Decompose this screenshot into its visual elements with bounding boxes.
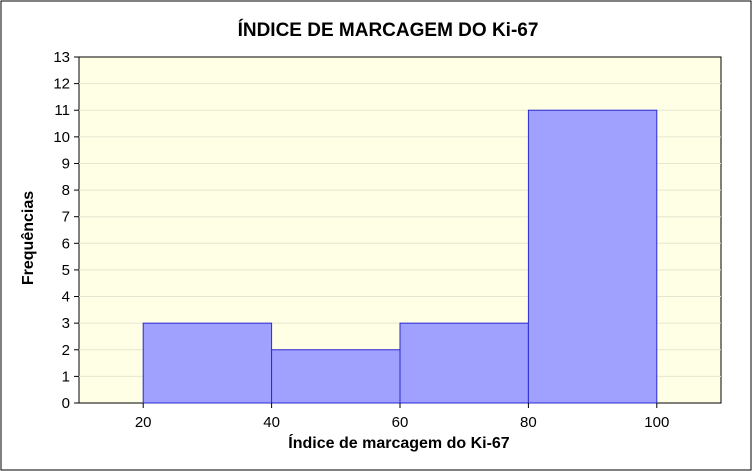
y-tick-label: 12 bbox=[53, 76, 70, 93]
y-tick-label: 7 bbox=[62, 209, 70, 226]
histogram-bar-60-80 bbox=[399, 322, 529, 404]
x-tick-label: 80 bbox=[520, 414, 537, 431]
histogram-bar-80-100 bbox=[527, 109, 658, 404]
x-tick-label: 40 bbox=[263, 414, 280, 431]
x-tick-label: 100 bbox=[644, 414, 669, 431]
x-axis-ticks: 20 40 60 80 100 bbox=[135, 403, 669, 431]
chart-title: ÍNDICE DE MARCAGEM DO Ki-67 bbox=[238, 19, 539, 41]
y-tick-label: 0 bbox=[62, 395, 70, 412]
y-tick-label: 6 bbox=[62, 235, 70, 252]
y-tick-label: 10 bbox=[53, 129, 70, 146]
y-tick-label: 8 bbox=[62, 182, 70, 199]
y-tick-label: 1 bbox=[62, 368, 70, 385]
y-tick-label: 13 bbox=[53, 49, 70, 66]
y-tick-label: 3 bbox=[62, 315, 70, 332]
x-axis-label: Índice de marcagem do Ki-67 bbox=[288, 433, 510, 452]
y-tick-label: 5 bbox=[62, 262, 70, 279]
y-axis-label: Frequências bbox=[20, 191, 37, 285]
y-tick-label: 4 bbox=[62, 289, 70, 306]
y-tick-label: 2 bbox=[62, 342, 70, 359]
histogram-bar-40-60 bbox=[271, 349, 401, 404]
histogram-bar-20-40 bbox=[142, 322, 273, 404]
x-tick-label: 20 bbox=[135, 414, 152, 431]
x-tick-label: 60 bbox=[392, 414, 409, 431]
y-tick-label: 9 bbox=[62, 155, 70, 172]
y-tick-label: 11 bbox=[54, 102, 70, 119]
histogram-bars bbox=[142, 109, 658, 404]
